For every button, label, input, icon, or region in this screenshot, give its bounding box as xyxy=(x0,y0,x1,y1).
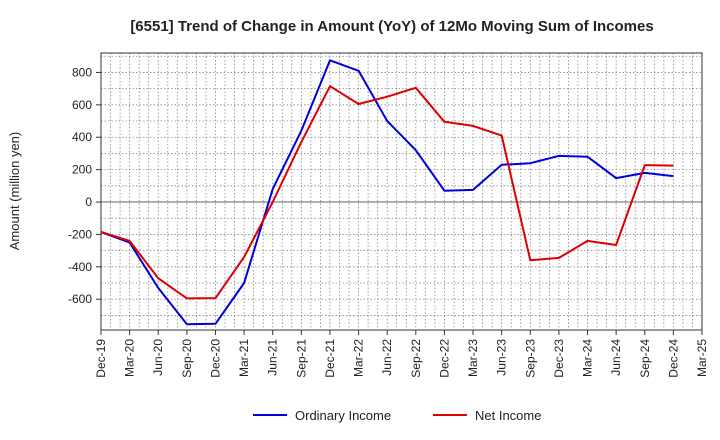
legend: Ordinary Income Net Income xyxy=(253,408,541,423)
x-tick-label: Jun-24 xyxy=(609,339,623,376)
x-tick-label: Jun-23 xyxy=(495,339,509,376)
legend-label-net-income: Net Income xyxy=(475,408,541,423)
x-tick-label: Jun-20 xyxy=(151,339,165,376)
x-tick-label: Mar-20 xyxy=(123,339,137,377)
x-tick-label: Sep-20 xyxy=(180,339,194,378)
x-tick-label: Mar-21 xyxy=(237,339,251,377)
x-tick-label: Dec-20 xyxy=(208,339,222,378)
x-tick-label: Dec-24 xyxy=(666,339,680,378)
series-line-ordinary-income xyxy=(100,59,674,326)
series-line-net-income xyxy=(100,85,674,300)
x-tick-label: Sep-23 xyxy=(523,339,537,378)
x-tick-label: Jun-22 xyxy=(380,339,394,376)
y-axis-title: Amount (million yen) xyxy=(7,132,22,251)
plot-area: -600 -400 -200 0 200 400 600 800 Dec-19 Mar-20 Jun… xyxy=(68,52,709,378)
x-tick-label: Mar-22 xyxy=(352,339,366,377)
x-tick-label: Mar-24 xyxy=(581,339,595,377)
chart-title: [6551] Trend of Change in Amount (YoY) o… xyxy=(130,18,653,35)
legend-label-ordinary-income: Ordinary Income xyxy=(295,408,391,423)
x-tick-label: Sep-24 xyxy=(638,339,652,378)
x-tick-label: Mar-25 xyxy=(695,339,709,377)
y-tick-label: 400 xyxy=(72,130,92,144)
x-tick-label: Sep-22 xyxy=(409,339,423,378)
y-tick-label: 600 xyxy=(72,98,92,112)
y-tick-label: -400 xyxy=(68,260,92,274)
plot-border xyxy=(100,52,703,331)
y-tick-label: -200 xyxy=(68,227,92,241)
x-tick-label: Jun-21 xyxy=(266,339,280,376)
x-tick-label: Dec-22 xyxy=(437,339,451,378)
plot-background xyxy=(101,53,702,330)
x-tick-label: Dec-19 xyxy=(94,339,108,378)
y-tick-label: 800 xyxy=(72,65,92,79)
y-tick-label: 200 xyxy=(72,163,92,177)
x-tick-label: Dec-21 xyxy=(323,339,337,378)
y-tick-label: -600 xyxy=(68,292,92,306)
x-tick-label: Dec-23 xyxy=(552,339,566,378)
x-tick-label: Sep-21 xyxy=(294,339,308,378)
x-tick-label: Mar-23 xyxy=(466,339,480,377)
y-tick-label: 0 xyxy=(85,195,92,209)
